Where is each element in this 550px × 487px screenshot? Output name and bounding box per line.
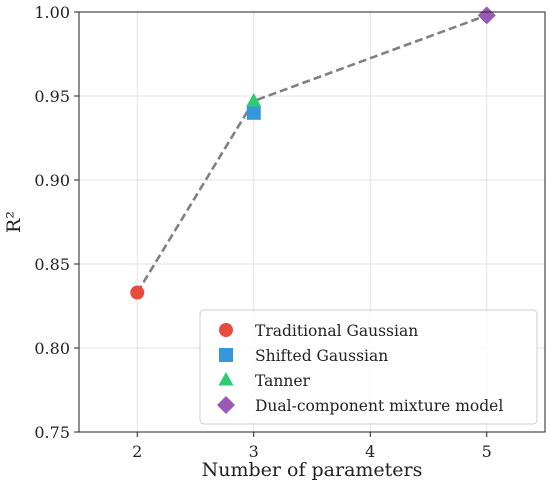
legend-box	[199, 309, 538, 425]
y-axis-label: R²	[3, 211, 25, 233]
legend-marker-square	[219, 348, 233, 362]
data-point-square	[246, 105, 261, 120]
legend-entry-label: Shifted Gaussian	[255, 347, 388, 365]
data-point-triangle	[246, 93, 262, 107]
trend-line-group	[136, 14, 488, 294]
y-tick-label: 0.80	[34, 339, 70, 358]
y-tick-label: 1.00	[34, 3, 70, 22]
y-axis-ticks: 0.75 0.80 0.85 0.90 0.95 1.00	[34, 3, 79, 442]
legend-entry-label: Tanner	[255, 372, 311, 390]
x-tick-label: 4	[365, 442, 375, 461]
legend-entry-label: Dual-component mixture model	[255, 397, 503, 415]
x-axis-ticks: 2 3 4 5	[132, 432, 492, 461]
legend: Traditional Gaussian Shifted Gaussian Tann…	[199, 309, 538, 425]
y-tick-label: 0.90	[34, 171, 70, 190]
legend-entry-label: Traditional Gaussian	[255, 322, 418, 340]
data-point-diamond	[477, 6, 496, 25]
y-tick-label: 0.75	[34, 423, 70, 442]
data-point-circle	[130, 285, 145, 300]
legend-marker-circle	[219, 323, 233, 337]
x-tick-label: 5	[482, 442, 492, 461]
trend-line	[136, 14, 488, 294]
x-axis-label: Number of parameters	[202, 459, 423, 481]
y-tick-label: 0.95	[34, 87, 70, 106]
x-tick-label: 2	[132, 442, 142, 461]
y-tick-label: 0.85	[34, 255, 70, 274]
x-tick-label: 3	[249, 442, 259, 461]
legend-marker-diamond	[217, 396, 235, 414]
plot-frame	[78, 11, 546, 433]
legend-marker-triangle	[218, 372, 234, 386]
data-markers	[130, 6, 496, 300]
